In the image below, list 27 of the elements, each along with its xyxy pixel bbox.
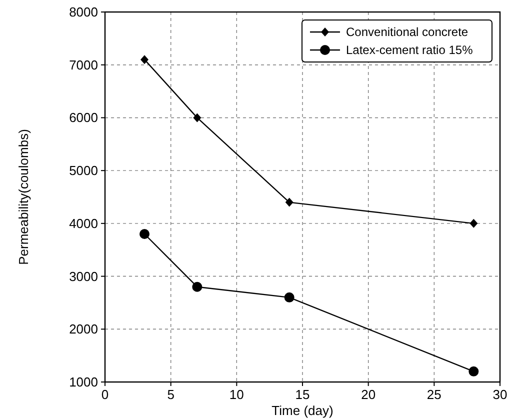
y-axis-title: Permeability(coulombs) (16, 129, 31, 265)
y-tick-label: 4000 (69, 216, 98, 231)
point (193, 113, 202, 122)
legend-label: Convenitional concrete (346, 25, 468, 39)
y-tick-label: 7000 (69, 57, 98, 72)
x-tick-label: 10 (229, 387, 244, 402)
x-tick-label: 20 (361, 387, 376, 402)
y-tick-label: 8000 (69, 4, 98, 20)
point (140, 229, 150, 239)
y-tick-label: 5000 (69, 163, 98, 178)
y-tick-label: 2000 (69, 322, 98, 337)
point (284, 292, 294, 302)
x-tick-label: 0 (101, 387, 109, 402)
point (468, 366, 479, 376)
y-tick-label: 6000 (69, 110, 98, 126)
y-tick-label: 3000 (69, 268, 98, 284)
legend-label: Latex-cement ratio 15% (346, 43, 474, 57)
point (285, 198, 294, 207)
point (470, 218, 478, 228)
x-tick-label: 5 (167, 387, 174, 402)
y-tick-label: 1000 (69, 374, 98, 390)
x-tick-label: 25 (426, 387, 442, 402)
point (192, 282, 202, 292)
x-tick-label: 15 (295, 387, 310, 402)
x-axis-title: Time (day) (272, 403, 334, 418)
point (140, 55, 148, 64)
x-tick-label: 30 (492, 387, 508, 402)
